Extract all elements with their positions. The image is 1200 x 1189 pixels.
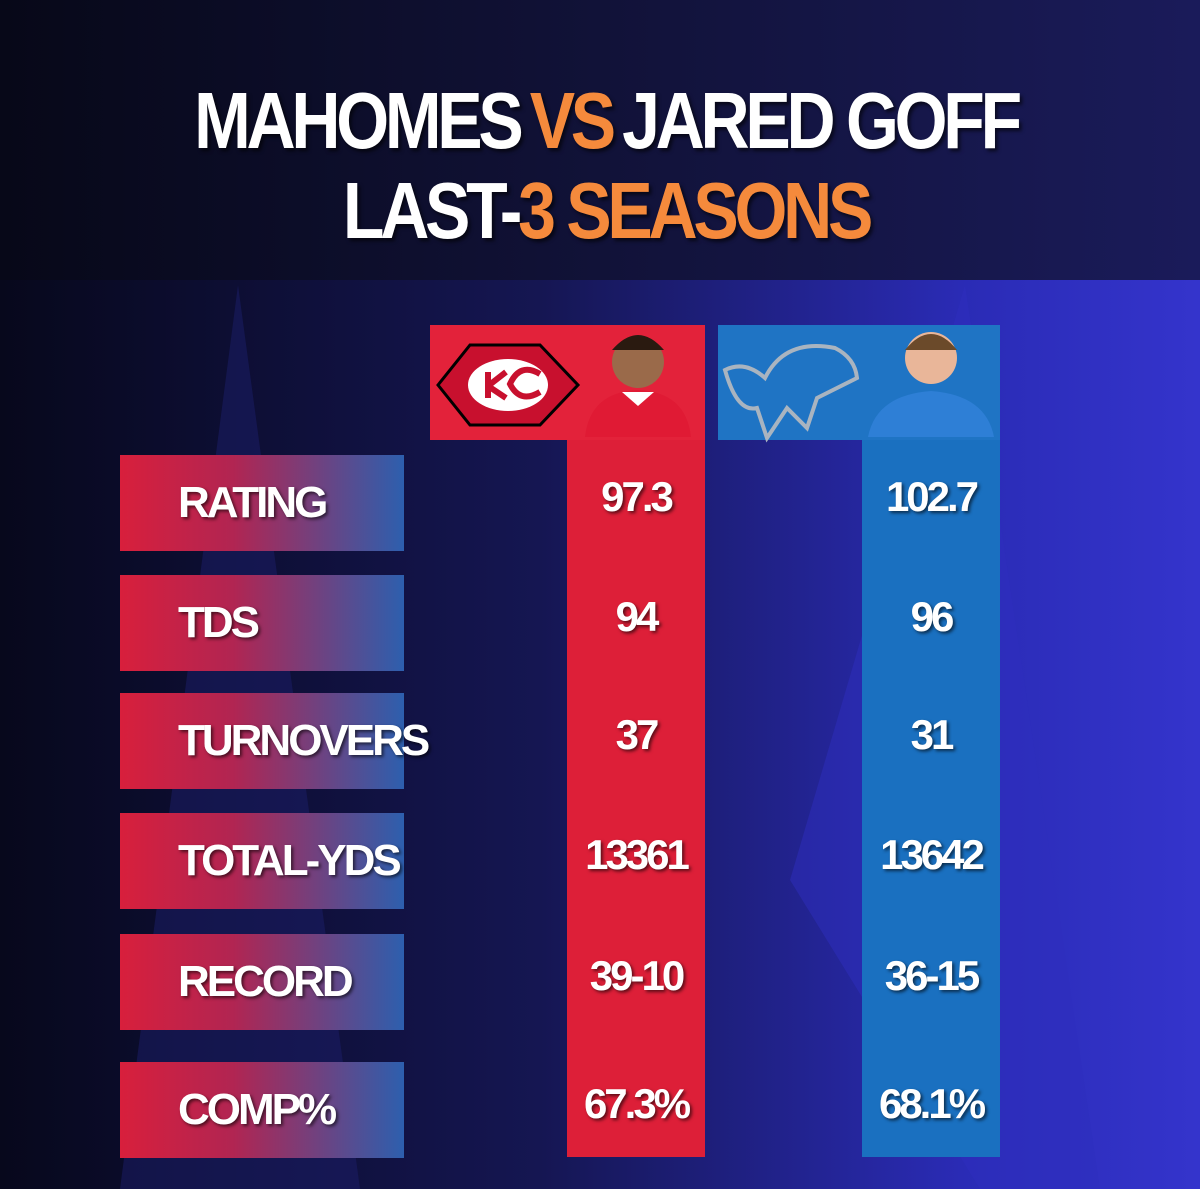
title-word: JARED GOFF	[622, 76, 1022, 165]
goff-value: 31	[910, 711, 955, 758]
mahomes-value: 37	[615, 711, 660, 758]
mahomes-value: 13361	[585, 831, 690, 878]
title-word: MAHOMES	[194, 76, 524, 165]
goff-value: 13642	[880, 831, 985, 878]
goff-value: 102.7	[885, 473, 979, 520]
title-word: VS	[529, 76, 616, 165]
stat-label: RECORD	[120, 934, 404, 1030]
stat-label: RATING	[120, 455, 404, 551]
mahomes-value: 39-10	[589, 952, 685, 999]
mahomes-value: 67.3%	[583, 1080, 691, 1127]
title-word: LAST-	[342, 166, 522, 255]
kc-column	[567, 440, 705, 1157]
stat-label: COMP%	[120, 1062, 404, 1158]
title-band	[0, 0, 1200, 280]
stat-label: TURNOVERS	[120, 693, 430, 789]
stat-label: TOTAL-YDS	[120, 813, 404, 909]
title-word: 3 SEASONS	[518, 166, 873, 255]
det-column	[862, 440, 1000, 1157]
mahomes-value: 94	[615, 593, 660, 640]
title-line-2: LAST-3 SEASONS	[96, 165, 1116, 257]
goff-value: 36-15	[884, 952, 980, 999]
title-line-1: MAHOMES VS JARED GOFF	[96, 75, 1116, 167]
stat-label: TDS	[120, 575, 404, 671]
goff-value: 96	[910, 593, 955, 640]
mahomes-value: 97.3	[601, 473, 674, 520]
goff-value: 68.1%	[878, 1080, 986, 1127]
